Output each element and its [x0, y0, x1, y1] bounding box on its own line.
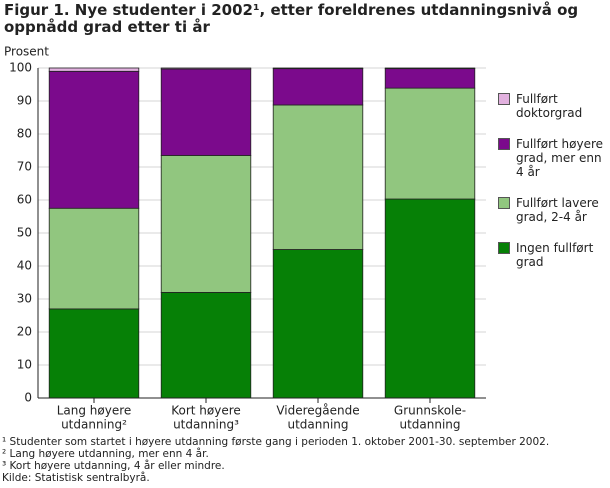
footnote: ² Lang høyere utdanning, mer enn 4 år. — [2, 448, 209, 460]
legend-item: Ingen fullført grad — [498, 241, 610, 269]
y-tick-label: 60 — [17, 193, 32, 207]
bar-segment — [384, 67, 476, 70]
x-tick-label: utdanning — [399, 418, 460, 432]
y-axis-label: Prosent — [4, 45, 49, 59]
bar-segment — [48, 207, 140, 310]
bar-segment — [272, 68, 364, 106]
legend-swatch — [498, 93, 510, 105]
x-tick-label: Kort høyere — [171, 404, 241, 418]
y-tick-label: 20 — [17, 325, 32, 339]
bar-segment — [48, 308, 140, 399]
x-tick-label: Lang høyere — [57, 404, 132, 418]
bar-segment — [160, 67, 252, 70]
legend-label: Fullført doktorgrad — [516, 92, 583, 120]
x-tick-label: utdanning³ — [173, 418, 239, 432]
x-tick-label: Grunnskole- — [394, 404, 466, 418]
x-tick-label: Videregående — [276, 404, 359, 418]
footnote: Kilde: Statistisk sentralbyrå. — [2, 472, 150, 484]
y-tick-label: 90 — [17, 94, 32, 108]
bar-segment — [48, 67, 140, 72]
legend: Fullført doktorgrad Fullført høyere grad,… — [498, 92, 610, 286]
bar-segment — [160, 68, 252, 156]
bar-segment — [48, 70, 140, 209]
bar-segment — [272, 67, 364, 70]
bar-segment — [160, 291, 252, 399]
y-tick-label: 70 — [17, 160, 32, 174]
y-tick-label: 80 — [17, 127, 32, 141]
y-tick-label: 30 — [17, 292, 32, 306]
chart-title: Figur 1. Nye studenter i 2002¹, etter fo… — [4, 1, 579, 36]
legend-label: Fullført lavere grad, 2-4 år — [516, 196, 599, 224]
legend-swatch — [498, 197, 510, 209]
y-tick-label: 0 — [24, 391, 32, 405]
legend-swatch — [498, 138, 510, 150]
bar-segment — [272, 249, 364, 399]
bar-segment — [272, 104, 364, 250]
bar-segment — [384, 198, 476, 399]
footnote: ¹ Studenter som startet i høyere utdanni… — [2, 436, 550, 448]
legend-label: Fullført høyere grad, mer enn 4 år — [516, 137, 604, 179]
legend-item: Fullført lavere grad, 2-4 år — [498, 196, 610, 224]
x-tick-label: utdanning — [287, 418, 348, 432]
y-tick-label: 100 — [9, 61, 32, 75]
legend-label: Ingen fullført grad — [516, 241, 594, 269]
y-tick-label: 50 — [17, 226, 32, 240]
bar-segment — [384, 87, 476, 200]
y-tick-label: 40 — [17, 259, 32, 273]
bar-segment — [384, 68, 476, 89]
footnote: ³ Kort høyere utdanning, 4 år eller mind… — [2, 460, 225, 472]
y-tick-label: 10 — [17, 358, 32, 372]
footnotes: ¹ Studenter som startet i høyere utdanni… — [2, 436, 549, 484]
legend-item: Fullført høyere grad, mer enn 4 år — [498, 137, 610, 179]
x-tick-label: utdanning² — [61, 418, 127, 432]
legend-item: Fullført doktorgrad — [498, 92, 610, 120]
bar-segment — [160, 155, 252, 293]
legend-swatch — [498, 242, 510, 254]
